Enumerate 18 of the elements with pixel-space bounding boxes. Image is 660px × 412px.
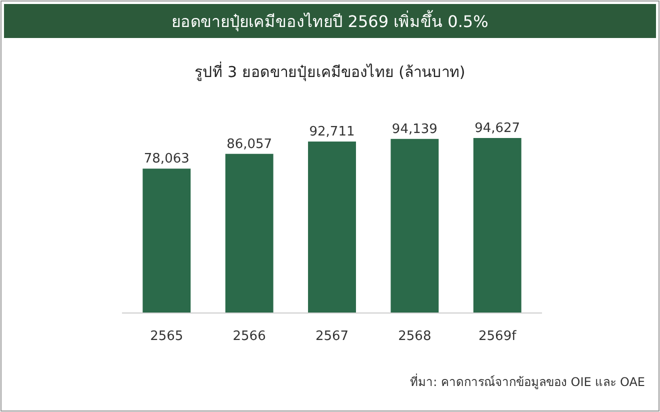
x-tick-label: 2567 (315, 329, 349, 344)
x-tick-label: 2569f (478, 329, 517, 344)
x-tick-label: 2565 (150, 329, 184, 344)
data-label: 86,057 (226, 136, 272, 152)
bar (308, 142, 356, 313)
text: ที่มา: คาดการณ์จากข้อมูลของ OIE และ OAE (410, 373, 645, 390)
bar (390, 138, 439, 313)
data-label: 78,063 (144, 152, 190, 167)
data-label: 94,627 (474, 121, 520, 136)
data-label: 94,139 (392, 122, 438, 137)
bar (225, 154, 274, 313)
x-tick-label: 2568 (398, 329, 432, 344)
bar (142, 168, 191, 313)
chart-title: ยอดขายปุ๋ยเคมีของไทยปี 2569 เพิ่มขึ้น 0.5% (172, 10, 488, 32)
data-label: 92,711 (309, 124, 355, 140)
x-tick-label: 2566 (232, 329, 266, 344)
chart-subtitle: รูปที่ 3 ยอดขายปุ๋ยเคมีของไทย (ล้านบาท) (194, 61, 466, 82)
bar (473, 138, 522, 313)
